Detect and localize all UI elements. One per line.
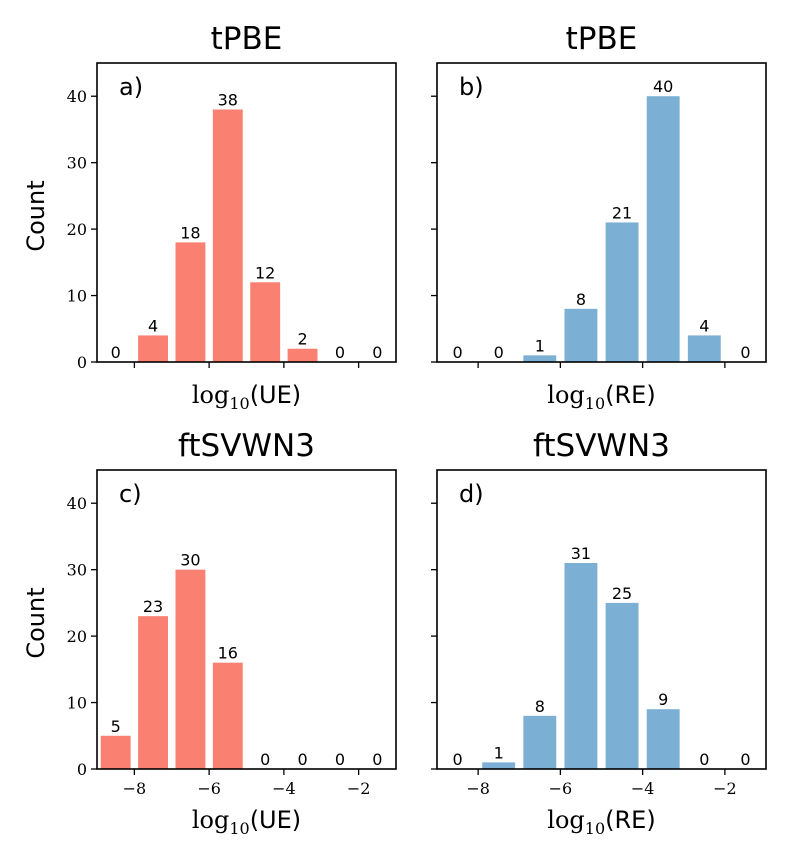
panel-b-title: tPBE <box>566 21 638 57</box>
panel-c-bar-label-3: 30 <box>180 551 200 570</box>
panel-d-bar-5 <box>605 602 639 769</box>
panel-a-ytick-label-20: 20 <box>67 220 87 239</box>
panel-d-bar-3 <box>523 715 557 769</box>
panel-a-x-axis-label: log10(UE) <box>192 381 301 413</box>
panel-b-bar-5 <box>605 222 639 362</box>
panel-a-ytick-label-10: 10 <box>67 287 87 306</box>
panel-a-bar-label-7: 0 <box>335 343 345 362</box>
panel-c-bar-label-5: 0 <box>260 750 270 769</box>
panel-d-bar-label-6: 9 <box>658 690 668 709</box>
panel-b-bar-label-2: 0 <box>494 343 504 362</box>
panel-b-bar-label-6: 40 <box>653 77 673 96</box>
panel-d-label: d) <box>459 480 484 508</box>
panel-c-label: c) <box>119 480 142 508</box>
panel-d-bar-6 <box>646 709 680 769</box>
panel-a-frame <box>96 62 397 363</box>
panel-c-ytick-label-10: 10 <box>67 694 87 713</box>
panel-a-bar-label-8: 0 <box>372 343 382 362</box>
panel-a-label: a) <box>119 73 143 101</box>
panel-c-bar-1 <box>100 735 131 769</box>
panel-a-bar-label-3: 18 <box>180 223 200 242</box>
panel-b-bar-label-3: 1 <box>535 336 545 355</box>
panel-c-xtick-label--4: −4 <box>272 779 296 798</box>
panel-d-xtick-label--6: −6 <box>549 779 573 798</box>
panel-a-bar-label-4: 38 <box>218 91 238 110</box>
panel-b-frame <box>436 62 767 363</box>
panel-c-xtick-label--2: −2 <box>347 779 371 798</box>
panel-c: ftSVWN3 5 23 30 16 0 0 0 0 0 10 20 30 40 −8 −6 −4 −2 log10… <box>67 428 397 838</box>
panel-a-bar-label-5: 12 <box>255 263 275 282</box>
panel-c-bar-label-4: 16 <box>218 644 238 663</box>
panel-c-ytick-label-40: 40 <box>67 494 87 513</box>
panel-a-bar-3 <box>175 242 206 362</box>
panel-a-bar-6 <box>287 348 318 362</box>
panel-c-frame <box>96 469 397 770</box>
panel-c-ytick-label-20: 20 <box>67 627 87 646</box>
panel-c-bar-label-7: 0 <box>335 750 345 769</box>
panel-d-frame <box>436 469 767 770</box>
panel-d-xtick-label--2: −2 <box>713 779 737 798</box>
y-axis-label-row-1: Count <box>22 180 50 251</box>
panel-d-xtick-label--8: −8 <box>466 779 490 798</box>
panel-a-ytick-label-40: 40 <box>67 87 87 106</box>
panel-a-bar-4 <box>212 109 243 362</box>
panel-d-bar-label-2: 1 <box>494 743 504 762</box>
panel-d-title: ftSVWN3 <box>533 428 670 464</box>
panel-a-bar-2 <box>138 335 169 362</box>
y-axis-label-row-2: Count <box>22 587 50 658</box>
panel-d-x-axis-label: log10(RE) <box>547 806 655 838</box>
panel-d-bar-label-4: 31 <box>571 544 591 563</box>
panel-b-bar-7 <box>687 335 721 362</box>
panel-b-bar-3 <box>523 355 557 362</box>
panel-d-bar-label-1: 0 <box>452 750 462 769</box>
panel-b-bar-label-1: 0 <box>452 343 462 362</box>
panel-b-bar-label-8: 0 <box>740 343 750 362</box>
panel-d-bar-4 <box>564 563 598 769</box>
panel-a-ytick-label-30: 30 <box>67 154 87 173</box>
panel-c-bar-label-1: 5 <box>111 717 121 736</box>
panel-a-bar-label-2: 4 <box>148 316 158 335</box>
panel-d-bar-label-8: 0 <box>740 750 750 769</box>
panel-c-xtick-label--6: −6 <box>197 779 221 798</box>
panel-c-ytick-label-30: 30 <box>67 561 87 580</box>
panel-d-bar-2 <box>482 762 516 769</box>
panel-d-bar-label-3: 8 <box>535 697 545 716</box>
panel-c-x-axis-label: log10(UE) <box>192 806 301 838</box>
panel-a-bar-5 <box>250 282 281 362</box>
panel-c-bar-4 <box>212 662 243 769</box>
panel-b-bar-4 <box>564 308 598 362</box>
panel-b-bar-6 <box>646 96 680 362</box>
panel-c-bar-2 <box>138 616 169 769</box>
panel-b-bar-label-7: 4 <box>699 316 709 335</box>
panel-b-label: b) <box>459 73 484 101</box>
panel-d-bar-label-7: 0 <box>699 750 709 769</box>
panel-b-bar-label-4: 8 <box>576 290 586 309</box>
panel-c-title: ftSVWN3 <box>178 428 315 464</box>
panel-c-bar-label-8: 0 <box>372 750 382 769</box>
panel-b-x-axis-label: log10(RE) <box>547 381 655 413</box>
panel-c-xtick-label--8: −8 <box>123 779 147 798</box>
panel-d-xtick-label--4: −4 <box>631 779 655 798</box>
panel-a-bar-label-1: 0 <box>111 343 121 362</box>
panel-d-bar-label-5: 25 <box>612 584 632 603</box>
panel-c-bar-label-2: 23 <box>143 597 163 616</box>
panel-c-ytick-label-0: 0 <box>77 760 87 779</box>
panel-c-bar-label-6: 0 <box>297 750 307 769</box>
panel-c-bar-3 <box>175 569 206 769</box>
panel-b-bar-label-5: 21 <box>612 203 632 222</box>
panel-a-ytick-label-0: 0 <box>77 353 87 372</box>
panel-a-title: tPBE <box>211 21 283 57</box>
panel-a-bar-label-6: 2 <box>297 330 307 349</box>
